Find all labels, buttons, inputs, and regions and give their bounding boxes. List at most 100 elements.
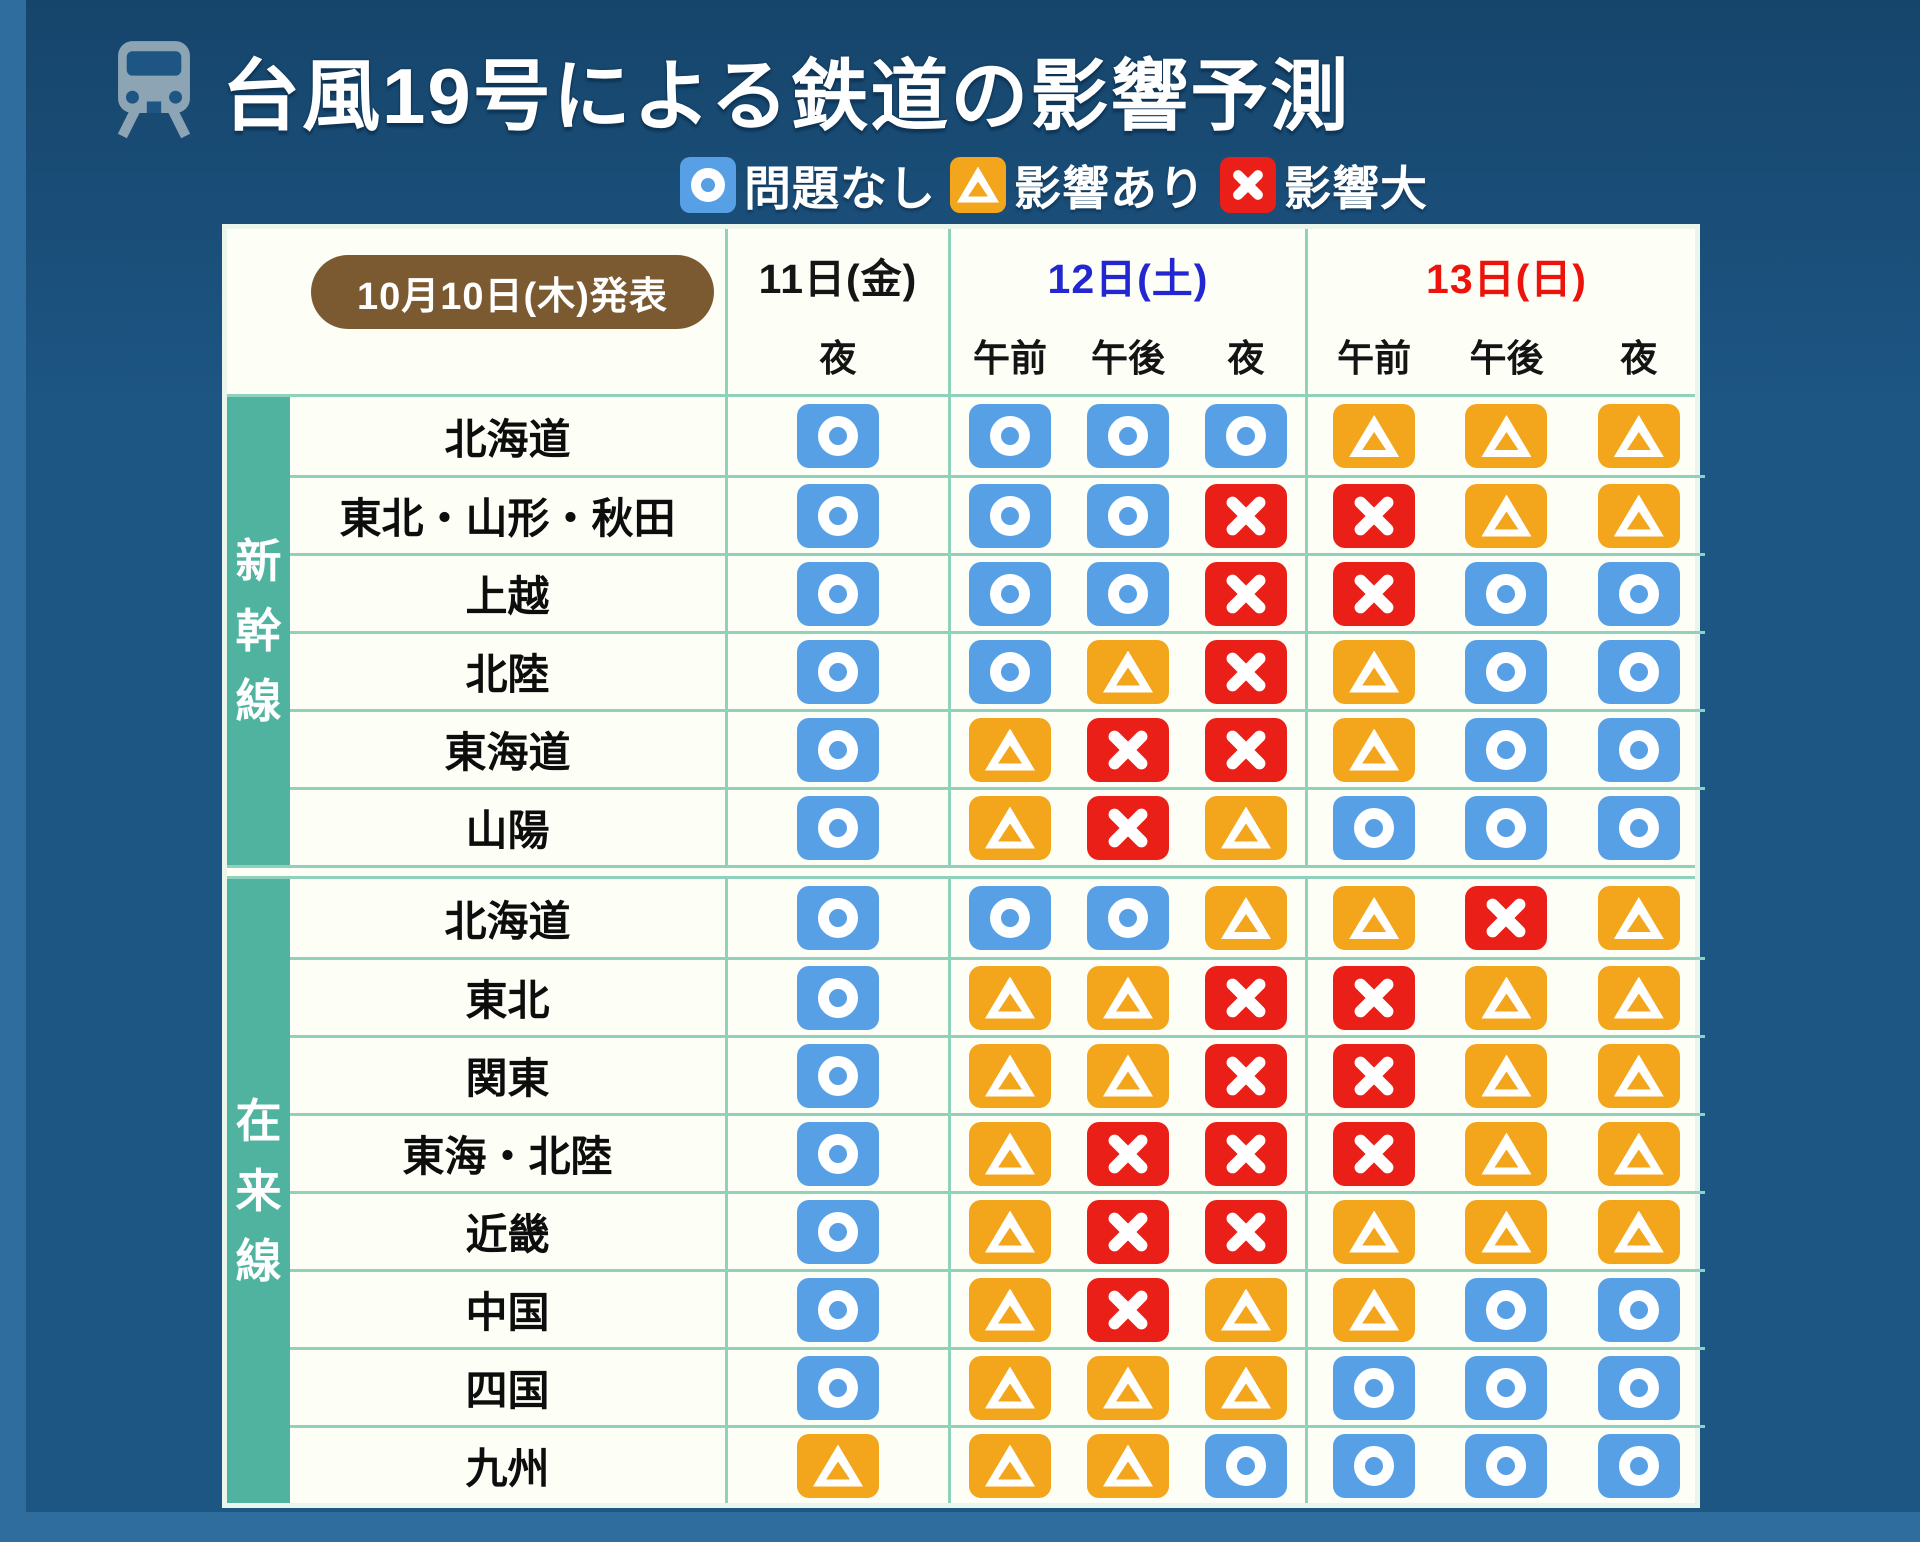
group-label-char: 線 (235, 675, 282, 727)
status-cell (948, 879, 1305, 957)
status-icon-ok (1087, 561, 1169, 626)
status-icon-bad (1205, 483, 1287, 548)
status-icon-warn (1205, 886, 1287, 950)
status-cell (948, 397, 1305, 475)
status-icon-warn (969, 717, 1051, 782)
status-icon-ok (1465, 1277, 1548, 1342)
circle-glyph (818, 1367, 858, 1408)
triangle-glyph (1349, 1210, 1400, 1253)
circle-glyph (1486, 807, 1527, 848)
status-icon-ok (797, 561, 879, 626)
line-label: 四国 (290, 1347, 725, 1425)
triangle-glyph (1613, 897, 1664, 939)
status-cell (948, 1035, 1305, 1113)
status-icon-ok (797, 404, 879, 468)
status-icon-warn (969, 795, 1051, 860)
circle-glyph (1618, 1289, 1659, 1330)
status-cell (948, 553, 1305, 631)
status-icon-bad (1205, 561, 1287, 626)
status-cell (1305, 879, 1705, 957)
status-icon-bad (1205, 717, 1287, 782)
period-label: 午後 (1469, 338, 1544, 379)
legend-label: 影響あり (1014, 162, 1206, 215)
line-label: 近畿 (290, 1191, 725, 1269)
triangle-glyph (1481, 1054, 1532, 1097)
day-date: 12日(土) (1047, 256, 1209, 302)
status-cell (725, 631, 948, 709)
status-cell (1305, 957, 1705, 1035)
header-corner-cell: 10月10日(木)発表 (227, 229, 725, 394)
status-icon-ok (1465, 795, 1548, 860)
status-cell (725, 1191, 948, 1269)
status-icon-bad (1220, 156, 1276, 213)
status-cell (1305, 1035, 1705, 1113)
triangle-glyph (985, 1366, 1035, 1409)
circle-glyph (990, 651, 1030, 692)
triangle-glyph (1613, 1054, 1664, 1097)
status-icon-warn (1333, 1199, 1416, 1264)
status-icon-warn (1205, 1277, 1287, 1342)
status-icon-warn (1597, 965, 1680, 1030)
status-icon-warn (1205, 1355, 1287, 1420)
circle-glyph (1108, 573, 1148, 614)
circle-glyph (818, 1133, 858, 1174)
status-cell (1305, 475, 1705, 553)
circle-glyph (818, 898, 858, 938)
line-label: 東海道 (290, 709, 725, 787)
announcement-badge: 10月10日(木)発表 (311, 255, 714, 329)
status-icon-ok (1465, 561, 1548, 626)
triangle-glyph (1481, 1210, 1532, 1253)
status-icon-ok (797, 795, 879, 860)
triangle-glyph (1103, 1444, 1153, 1487)
status-cell (725, 787, 948, 865)
status-icon-warn (1597, 483, 1680, 548)
circle-glyph (1618, 729, 1659, 770)
day-periods: 午前 午後 夜 (1308, 328, 1705, 394)
status-cell (725, 1425, 948, 1503)
day-periods: 夜 (728, 328, 948, 394)
status-icon-warn (1087, 965, 1169, 1030)
status-cell (948, 1113, 1305, 1191)
status-icon-warn (1597, 1121, 1680, 1186)
line-label: 北海道 (444, 897, 571, 945)
status-icon-bad (1465, 886, 1548, 950)
legend-label: 問題なし (744, 162, 936, 215)
status-cell (725, 553, 948, 631)
status-icon-bad (1333, 561, 1416, 626)
status-icon-ok (797, 965, 879, 1030)
status-cell (948, 957, 1305, 1035)
status-icon-ok (1465, 639, 1548, 704)
group-label-char: 来 (235, 1165, 282, 1217)
status-icon-warn (1205, 795, 1287, 860)
table-body: 新幹線北海道 東北・山形・秋田 上越 北陸 東海道 山陽在来線北海道 東北 関東 東海・北陸 近畿… (227, 397, 1705, 1503)
status-icon-ok (797, 1043, 879, 1108)
status-icon-ok (1205, 1433, 1287, 1498)
status-icon-warn (1333, 717, 1416, 782)
status-cell (1305, 709, 1705, 787)
status-icon-ok (797, 1277, 879, 1342)
status-cell (948, 475, 1305, 553)
status-cell (948, 1191, 1305, 1269)
status-icon-ok (797, 639, 879, 704)
triangle-glyph (985, 1444, 1035, 1487)
status-icon-warn (1087, 1433, 1169, 1498)
day-header-1: 11日(金) 夜 (725, 229, 948, 394)
train-icon (108, 38, 200, 142)
status-cell (948, 1347, 1305, 1425)
status-icon-warn (969, 1043, 1051, 1108)
status-cell (1305, 631, 1705, 709)
line-label: 東北 (290, 957, 725, 1035)
line-label: 関東 (290, 1035, 725, 1113)
triangle-glyph (1103, 1054, 1153, 1097)
status-icon-warn (969, 1355, 1051, 1420)
status-icon-warn (1087, 1043, 1169, 1108)
circle-glyph (1108, 416, 1148, 456)
triangle-glyph (1103, 1366, 1153, 1409)
status-icon-warn (1087, 639, 1169, 704)
status-icon-bad (1205, 1043, 1287, 1108)
status-icon-ok (969, 404, 1051, 468)
circle-glyph (990, 416, 1030, 456)
title-bar: 台風19号による鉄道の影響予測 (108, 34, 1350, 146)
circle-glyph (818, 807, 858, 848)
